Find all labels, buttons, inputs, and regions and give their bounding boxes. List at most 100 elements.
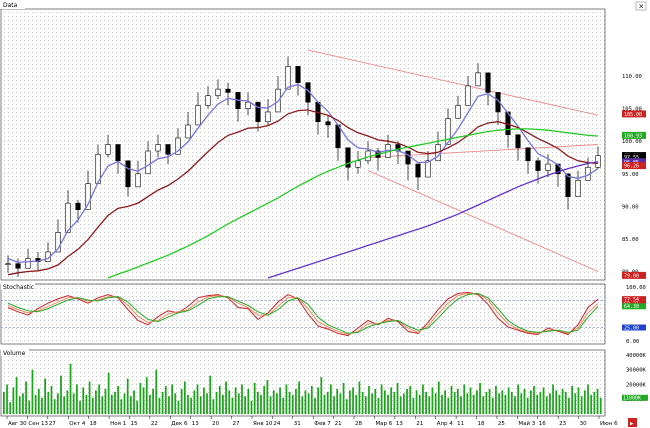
volume-bar[interactable] [63, 396, 66, 414]
volume-bar[interactable] [310, 385, 313, 414]
volume-bar[interactable] [276, 393, 278, 414]
volume-bar[interactable] [155, 369, 158, 414]
volume-bar[interactable] [574, 393, 577, 414]
volume-bar[interactable] [444, 390, 447, 414]
volume-bar[interactable] [301, 396, 304, 414]
volume-bar[interactable] [555, 390, 558, 414]
candle-body[interactable] [295, 66, 301, 83]
volume-bar[interactable] [266, 380, 269, 414]
volume-bar[interactable] [368, 385, 370, 414]
volume-bar[interactable] [542, 387, 545, 414]
volume-bar[interactable] [174, 393, 177, 414]
volume-bar[interactable] [209, 375, 212, 414]
volume-bar[interactable] [495, 385, 497, 414]
volume-bar[interactable] [171, 384, 173, 414]
candle-body[interactable] [215, 88, 221, 96]
volume-bar[interactable] [580, 396, 583, 414]
volume-bar[interactable] [53, 399, 56, 414]
volume-bar[interactable] [333, 396, 335, 414]
volume-bar[interactable] [552, 384, 554, 414]
volume-bar[interactable] [177, 400, 180, 414]
volume-bar[interactable] [558, 394, 561, 414]
candle-body[interactable] [15, 263, 21, 269]
volume-bar[interactable] [418, 394, 421, 414]
volume-bar[interactable] [583, 390, 586, 414]
candle-body[interactable] [475, 72, 481, 87]
volume-bar[interactable] [25, 381, 27, 414]
volume-bar[interactable] [282, 397, 285, 414]
volume-bar[interactable] [82, 387, 85, 414]
volume-bar[interactable] [22, 393, 24, 414]
volume-bar[interactable] [504, 394, 507, 414]
candle-body[interactable] [535, 160, 541, 171]
candle-body[interactable] [345, 147, 351, 168]
volume-bar[interactable] [88, 381, 91, 414]
volume-bar[interactable] [190, 397, 193, 414]
candle-body[interactable] [165, 144, 171, 155]
volume-bar[interactable] [149, 394, 151, 414]
volume-bar[interactable] [336, 388, 339, 414]
volume-bar[interactable] [539, 391, 542, 414]
volume-bar[interactable] [361, 391, 364, 414]
volume-bar[interactable] [564, 391, 567, 414]
volume-bar[interactable] [387, 394, 389, 414]
volume-bar[interactable] [187, 394, 189, 414]
volume-bar[interactable] [158, 397, 161, 414]
volume-bar[interactable] [263, 385, 266, 414]
candle-body[interactable] [525, 147, 531, 162]
volume-bar[interactable] [104, 388, 107, 414]
volume-bar[interactable] [374, 388, 377, 414]
volume-bar[interactable] [18, 396, 21, 414]
volume-bar[interactable] [114, 391, 116, 414]
volume-bar[interactable] [129, 396, 132, 414]
volume-bar[interactable] [247, 388, 250, 414]
candle-body[interactable] [455, 105, 461, 119]
volume-bar[interactable] [456, 388, 459, 414]
stochastic-line[interactable] [7, 291, 599, 337]
candle-body[interactable] [225, 88, 231, 93]
volume-bar[interactable] [409, 385, 412, 414]
volume-bar[interactable] [215, 391, 218, 414]
volume-bar[interactable] [295, 388, 297, 414]
candle-body[interactable] [425, 160, 431, 178]
close-button[interactable]: × [635, 1, 647, 11]
volume-bar[interactable] [342, 383, 345, 414]
candle-body[interactable] [565, 173, 571, 197]
volume-bar[interactable] [212, 399, 215, 414]
volume-bar[interactable] [352, 387, 354, 414]
volume-bar[interactable] [514, 396, 516, 414]
volume-bar[interactable] [37, 388, 40, 414]
volume-bar[interactable] [403, 393, 405, 414]
volume-bar[interactable] [472, 394, 475, 414]
volume-bar[interactable] [279, 387, 281, 414]
volume-bar[interactable] [133, 390, 135, 414]
volume-bar[interactable] [520, 393, 523, 414]
volume-bar[interactable] [358, 381, 361, 414]
volume-bar[interactable] [72, 393, 75, 414]
volume-bar[interactable] [590, 394, 593, 414]
candle-body[interactable] [325, 121, 331, 126]
volume-bar[interactable] [66, 390, 69, 414]
volume-bar[interactable] [256, 391, 259, 414]
volume-bar[interactable] [15, 377, 18, 414]
volume-bar[interactable] [349, 390, 351, 414]
volume-bar[interactable] [323, 394, 326, 414]
volume-bar[interactable] [561, 388, 564, 414]
volume-bar[interactable] [269, 396, 272, 414]
volume-bar[interactable] [3, 391, 5, 414]
volume-bar[interactable] [339, 393, 342, 414]
volume-bar[interactable] [523, 388, 526, 414]
candle-body[interactable] [415, 163, 421, 178]
volume-bar[interactable] [139, 383, 142, 414]
volume-bar[interactable] [415, 390, 418, 414]
volume-bar[interactable] [593, 391, 596, 414]
volume-bar[interactable] [234, 387, 237, 414]
volume-bar[interactable] [510, 391, 513, 414]
volume-bar[interactable] [180, 388, 183, 414]
volume-bar[interactable] [12, 387, 15, 414]
volume-bar[interactable] [460, 396, 462, 414]
volume-bar[interactable] [60, 375, 62, 414]
volume-bar[interactable] [101, 396, 104, 414]
volume-bar[interactable] [31, 369, 34, 414]
volume-bar[interactable] [428, 396, 431, 414]
